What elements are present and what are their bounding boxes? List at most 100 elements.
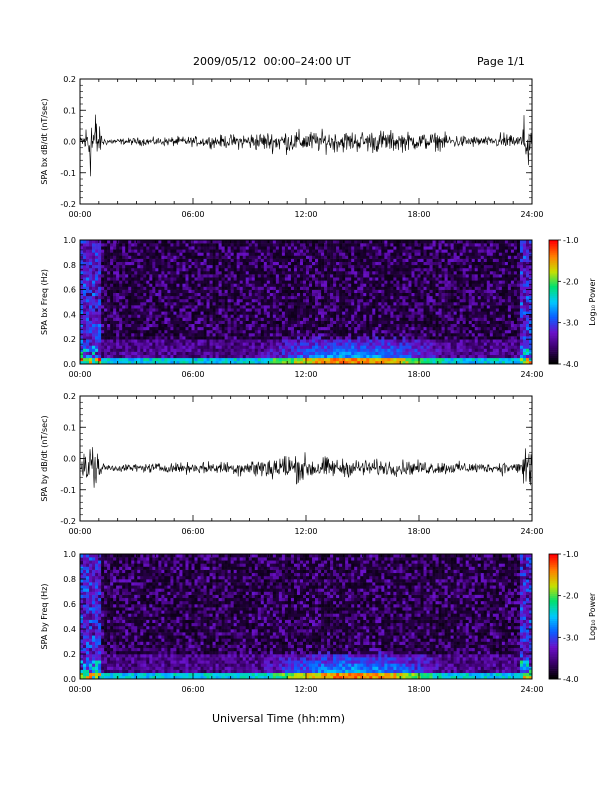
colorbar-swatch [549, 240, 558, 243]
colorbar-swatch [549, 277, 558, 280]
colorbar-swatch [549, 287, 558, 290]
colorbar-swatch [549, 281, 558, 284]
series-trace [80, 447, 532, 488]
colorbar-swatch [549, 654, 558, 657]
colorbar-swatch [549, 293, 558, 297]
colorbar-swatch [549, 271, 558, 274]
x-tick-label: 06:00 [181, 370, 204, 379]
y-tick-label: 0.2 [63, 392, 76, 401]
colorbar-swatch [549, 599, 558, 603]
colorbar-swatch [549, 604, 558, 607]
colorbar-swatch [549, 246, 558, 249]
colorbar-swatch [549, 612, 558, 615]
colorbar-swatch [549, 626, 558, 630]
colorbar-swatch [549, 656, 558, 659]
colorbar-swatch [549, 581, 558, 584]
colorbar-swatch [549, 564, 558, 567]
page-number: Page 1/1 [477, 55, 525, 68]
x-tick-label: 18:00 [407, 210, 430, 219]
colorbar-tick-label: -1.0 [563, 550, 579, 559]
colorbar-swatch [549, 666, 558, 669]
colorbar-swatch [549, 244, 558, 247]
y-tick-label: 0.1 [63, 106, 76, 115]
colorbar-swatch [549, 345, 558, 348]
colorbar-swatch [549, 643, 558, 646]
colorbar-swatch [549, 351, 558, 354]
colorbar-swatch [549, 285, 558, 288]
colorbar-swatch [549, 328, 558, 332]
colorbar-swatch [549, 566, 558, 569]
colorbar-swatch [549, 585, 558, 588]
colorbar-swatch [549, 318, 558, 321]
colorbar-swatch [549, 299, 558, 303]
y-axis-label: SPA bx Freq (Hz) [40, 269, 49, 335]
plot-frame [79, 395, 533, 522]
y-tick-label: 0.0 [63, 360, 76, 369]
colorbar-swatch [549, 314, 558, 317]
y-tick-label: 0.2 [63, 75, 76, 84]
page-title: 2009/05/12 00:00–24:00 UT [193, 55, 351, 68]
colorbar-swatch [549, 633, 558, 636]
colorbar-swatch [549, 568, 558, 571]
colorbar-swatch [549, 250, 558, 253]
spectrogram-cells [80, 554, 533, 680]
colorbar-swatch [549, 558, 558, 561]
y-tick-label: 0.4 [63, 625, 76, 634]
y-tick-label: 0.8 [63, 575, 76, 584]
colorbar-swatch [549, 664, 558, 667]
x-tick-label: 18:00 [407, 685, 430, 694]
colorbar-swatch [549, 324, 558, 328]
colorbar-swatch [549, 322, 558, 326]
x-tick-label: 06:00 [181, 685, 204, 694]
y-tick-label: 0.2 [63, 650, 76, 659]
colorbar-swatch [549, 560, 558, 563]
colorbar-swatch [549, 597, 558, 601]
x-tick-label: 00:00 [68, 210, 91, 219]
colorbar-swatch [549, 304, 558, 307]
colorbar-swatch [549, 601, 558, 605]
colorbar-swatch [549, 593, 558, 596]
colorbar-swatch [549, 574, 558, 578]
colorbar-swatch [549, 631, 558, 634]
colorbar-swatch [549, 264, 558, 268]
colorbar-tick-label: -4.0 [563, 675, 579, 684]
colorbar: -1.0 -2.0 -3.0 -4.0 Log₁₀ Power [548, 236, 597, 369]
colorbar-swatch [549, 645, 558, 649]
x-tick-label: 00:00 [68, 527, 91, 536]
colorbar-swatch [549, 268, 558, 272]
colorbar-swatch [549, 273, 558, 276]
colorbar-swatch [549, 589, 558, 592]
colorbar-swatch [549, 583, 558, 586]
colorbar-swatch [549, 248, 558, 251]
y-tick-label: 1.0 [63, 236, 76, 245]
colorbar-swatch [549, 618, 558, 621]
y-tick-label: -0.2 [60, 200, 76, 209]
colorbar-swatch [549, 302, 558, 305]
colorbar-swatch [549, 326, 558, 330]
colorbar-swatch [549, 295, 558, 299]
colorbar-swatch [549, 347, 558, 350]
colorbar-swatch [549, 554, 558, 557]
x-tick-label: 00:00 [68, 685, 91, 694]
y-tick-label: 0.2 [63, 335, 76, 344]
y-tick-label: 0.4 [63, 310, 76, 319]
spectrogram-cells [80, 240, 533, 365]
colorbar-swatch [549, 256, 558, 259]
colorbar-swatch [549, 337, 558, 340]
x-tick-label: 24:00 [520, 527, 543, 536]
colorbar-label: Log₁₀ Power [588, 592, 597, 640]
colorbar-tick-label: -3.0 [563, 319, 579, 328]
colorbar-swatch [549, 614, 558, 617]
colorbar-swatch [549, 662, 558, 665]
colorbar-swatch [549, 622, 558, 626]
y-tick-label: 0.6 [63, 600, 76, 609]
colorbar-frame [548, 553, 559, 680]
x-tick-label: 00:00 [68, 370, 91, 379]
x-tick-label: 12:00 [294, 370, 317, 379]
colorbar-swatch [549, 649, 558, 653]
y-tick-label: 0.0 [63, 138, 76, 147]
y-axis-label: SPA by dB/dt (nT/sec) [40, 415, 49, 501]
y-tick-label: 0.1 [63, 423, 76, 432]
colorbar-swatch [549, 658, 558, 661]
colorbar-swatch [549, 349, 558, 352]
